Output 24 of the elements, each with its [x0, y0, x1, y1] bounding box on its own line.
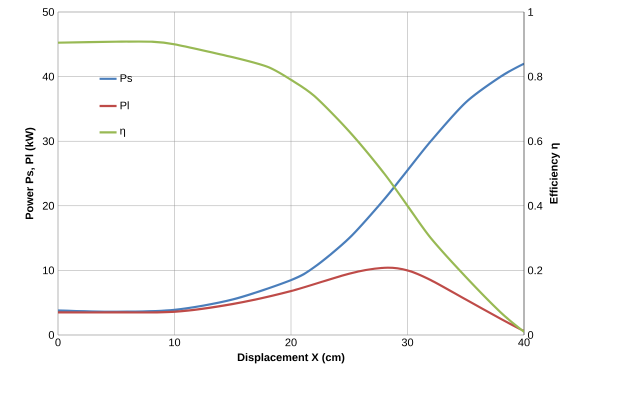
y2-tick-label: 0.6	[528, 137, 542, 146]
x-axis-title: Displacement X (cm)	[238, 353, 344, 364]
y-tick-label: 40	[42, 72, 54, 80]
line-series	[58, 266, 524, 332]
x-tick-label: 30	[402, 338, 414, 346]
y2-tick-label: 0.2	[528, 266, 542, 274]
x-tick-label: 40	[518, 338, 530, 346]
y-axis-title: Power Ps, Pl (kW)	[25, 128, 36, 220]
y-tick-label: 30	[42, 137, 54, 146]
legend-label: Pl	[120, 101, 129, 110]
x-tick-label: 10	[169, 338, 180, 346]
y2-tick-label: 0.4	[528, 202, 542, 210]
y-tick-label: 20	[42, 202, 54, 210]
y-tick-label: 0	[48, 331, 54, 339]
y2-tick-label: 0	[528, 331, 534, 339]
y2-axis-title: Efficiency η	[550, 143, 560, 204]
y2-tick-label: 0.8	[528, 72, 542, 80]
y2-tick-label: 1	[528, 8, 534, 16]
legend-label: Ps	[120, 74, 132, 82]
legend-label: η	[120, 128, 126, 137]
y-tick-label: 50	[42, 8, 54, 16]
x-tick-label: 20	[285, 338, 297, 346]
x-tick-label: 0	[55, 338, 61, 346]
y-tick-label: 10	[43, 266, 54, 274]
